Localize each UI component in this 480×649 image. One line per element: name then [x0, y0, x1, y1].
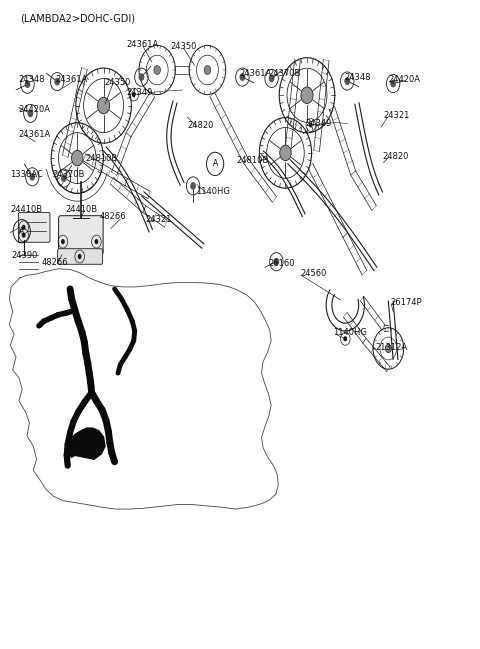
Text: 24348: 24348 [344, 73, 371, 82]
Text: 24361A: 24361A [56, 75, 88, 84]
Text: 24370B: 24370B [52, 170, 85, 178]
Circle shape [280, 145, 291, 161]
Text: 26174P: 26174P [390, 298, 422, 307]
Text: 1140HG: 1140HG [333, 328, 367, 337]
Circle shape [204, 66, 211, 75]
Text: 24420A: 24420A [388, 75, 420, 84]
FancyBboxPatch shape [58, 249, 103, 264]
Circle shape [24, 80, 30, 88]
Circle shape [132, 92, 136, 97]
Circle shape [309, 123, 313, 128]
Circle shape [385, 345, 391, 352]
Circle shape [154, 66, 160, 75]
Text: 24349: 24349 [126, 88, 153, 97]
Circle shape [29, 173, 35, 180]
Text: 24410B: 24410B [65, 204, 97, 214]
Text: 24820: 24820 [383, 152, 409, 160]
Text: 26160: 26160 [269, 259, 295, 268]
Text: 24321: 24321 [384, 112, 410, 121]
Text: 24820: 24820 [187, 121, 214, 130]
Text: 24350: 24350 [170, 42, 197, 51]
Circle shape [390, 80, 396, 88]
Text: A: A [213, 160, 218, 168]
Text: 24321: 24321 [145, 215, 172, 224]
Text: 24361A: 24361A [19, 130, 51, 139]
Text: (LAMBDA2>DOHC-GDI): (LAMBDA2>DOHC-GDI) [20, 14, 135, 24]
Circle shape [61, 174, 67, 182]
Text: 24361A: 24361A [127, 40, 159, 49]
Circle shape [61, 239, 65, 244]
Text: 48266: 48266 [42, 258, 69, 267]
Circle shape [22, 225, 25, 230]
Circle shape [343, 336, 347, 341]
Text: 48266: 48266 [100, 212, 126, 221]
Circle shape [97, 97, 110, 114]
Circle shape [27, 110, 33, 117]
Text: 24390: 24390 [11, 251, 37, 260]
Circle shape [139, 73, 144, 81]
Circle shape [274, 258, 279, 265]
Polygon shape [65, 428, 105, 459]
Text: 21312A: 21312A [375, 343, 407, 352]
Circle shape [95, 239, 98, 244]
FancyBboxPatch shape [18, 212, 50, 242]
Circle shape [72, 151, 83, 166]
Text: 24810B: 24810B [236, 156, 268, 165]
Text: 24350: 24350 [104, 78, 131, 87]
FancyBboxPatch shape [59, 215, 103, 254]
Text: 24410B: 24410B [10, 204, 42, 214]
Circle shape [240, 73, 245, 81]
Text: 24560: 24560 [300, 269, 327, 278]
Circle shape [344, 77, 350, 85]
Text: 24349: 24349 [305, 119, 332, 129]
Text: 1338AC: 1338AC [10, 170, 43, 178]
Text: 24348: 24348 [19, 75, 46, 84]
Text: 1140HG: 1140HG [196, 187, 230, 195]
Text: 24420A: 24420A [19, 105, 51, 114]
Circle shape [54, 78, 60, 86]
Text: 24370B: 24370B [269, 69, 301, 78]
Text: 24361A: 24361A [239, 69, 271, 78]
Text: 24810B: 24810B [86, 154, 118, 163]
Circle shape [190, 182, 196, 190]
Circle shape [269, 75, 275, 82]
Circle shape [301, 87, 313, 103]
Circle shape [78, 254, 82, 259]
Circle shape [22, 232, 25, 238]
Text: A: A [19, 227, 24, 236]
